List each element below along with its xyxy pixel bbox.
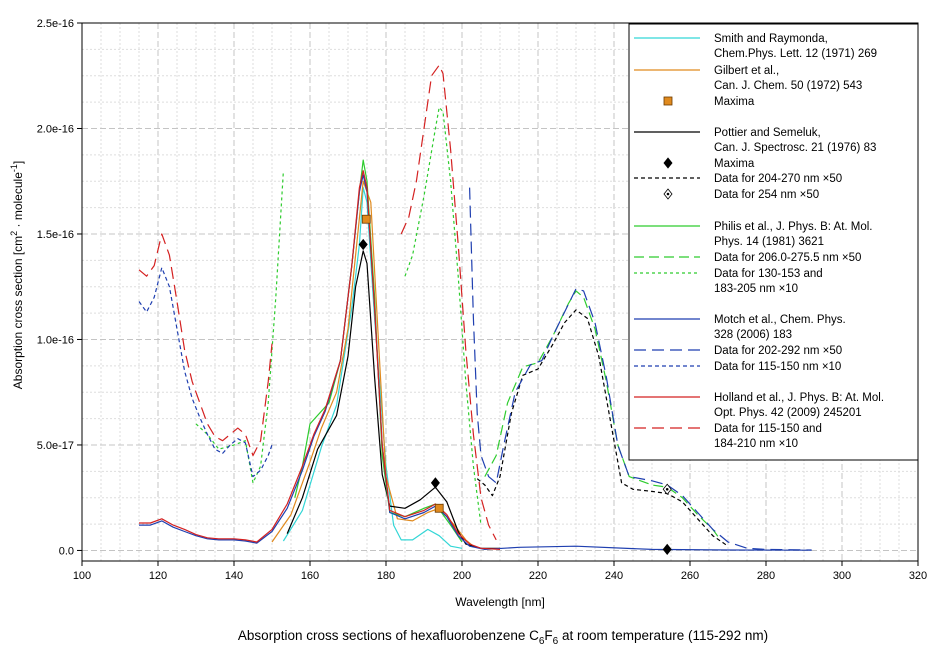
legend-item: Data for 206.0-275.5 nm ×50 xyxy=(634,252,861,264)
chart-caption: Absorption cross sections of hexafluorob… xyxy=(238,628,768,647)
marker-pottier-254-dot xyxy=(665,487,669,491)
y-axis-title-sup: 2 xyxy=(9,231,19,236)
y-axis-title: Absorption cross section [cm2 · molecule… xyxy=(9,161,25,389)
caption-part: Absorption cross sections of hexafluorob… xyxy=(238,628,539,643)
legend-label: Maxima xyxy=(714,158,755,170)
x-tick-label: 120 xyxy=(149,570,167,582)
marker-pottier-max xyxy=(662,543,672,556)
legend-label: Data for 115-150 nm ×10 xyxy=(714,361,841,373)
x-tick-label: 140 xyxy=(225,570,243,582)
legend-item: Data for 130-153 and 183-205 nm ×10 xyxy=(634,268,823,295)
caption-sub: 6 xyxy=(553,636,559,647)
marker-layer xyxy=(358,214,672,556)
legend-item: Data for 254 nm ×50 xyxy=(663,188,819,201)
y-tick-label: 2.0e-16 xyxy=(37,123,74,135)
x-tick-label: 160 xyxy=(301,570,319,582)
x-tick-label: 300 xyxy=(833,570,851,582)
series-line-holland xyxy=(139,170,501,550)
series-line-holland-184 xyxy=(400,64,497,541)
legend-label: 183-205 nm ×10 xyxy=(714,283,798,295)
x-tick-label: 100 xyxy=(73,570,91,582)
legend-label: Data for 202-292 nm ×50 xyxy=(714,345,842,357)
legend-swatch xyxy=(663,157,673,169)
y-axis: 0.0 5.0e-17 1.0e-16 1.5e-16 2.0e-16 2.5e-16 xyxy=(37,18,82,557)
legend-swatch xyxy=(663,96,673,106)
y-tick-label: 2.5e-16 xyxy=(37,18,74,30)
caption-sub: 6 xyxy=(539,636,545,647)
series-line-philis-130 xyxy=(195,170,284,484)
legend-swatch xyxy=(663,188,673,200)
y-tick-label: 1.0e-16 xyxy=(37,334,74,346)
legend-label: Can. J. Spectrosc. 21 (1976) 83 xyxy=(714,142,876,154)
y-axis-title-part: Absorption cross section [cm xyxy=(11,236,25,389)
legend-label: 328 (2006) 183 xyxy=(714,329,792,341)
legend-item: Smith and Raymonda, Chem.Phys. Lett. 12 (… xyxy=(634,33,877,60)
legend-swatch-dot xyxy=(666,192,670,196)
x-tick-label: 320 xyxy=(909,570,927,582)
legend-label: Data for 204-270 nm ×50 xyxy=(714,173,842,185)
legend-label: 184-210 nm ×10 xyxy=(714,438,798,450)
legend-label: Data for 206.0-275.5 nm ×50 xyxy=(714,252,861,264)
legend-item: Philis et al., J. Phys. B: At. Mol. Phys.… xyxy=(634,221,873,248)
legend-label: Maxima xyxy=(714,96,755,108)
y-axis-title-part: ] xyxy=(11,161,25,164)
x-tick-label: 260 xyxy=(681,570,699,582)
legend-label: Holland et al., J. Phys. B: At. Mol. xyxy=(714,392,884,404)
series-line-philis-206 xyxy=(484,290,721,541)
series-line-pottier-204 xyxy=(476,309,729,547)
caption-part: at room temperature (115-292 nm) xyxy=(558,628,768,643)
legend-label: Data for 254 nm ×50 xyxy=(714,189,819,201)
legend-item: Holland et al., J. Phys. B: At. Mol. Opt.… xyxy=(634,392,884,419)
legend-label: Data for 130-153 and xyxy=(714,268,823,280)
legend: Smith and Raymonda, Chem.Phys. Lett. 12 (… xyxy=(628,23,919,461)
x-tick-label: 240 xyxy=(605,570,623,582)
legend-label: Can. J. Chem. 50 (1972) 543 xyxy=(714,80,862,92)
marker-gilbert-max xyxy=(434,503,444,513)
legend-item: Data for 202-292 nm ×50 xyxy=(634,345,842,357)
series-line-philis xyxy=(294,159,463,543)
x-tick-label: 220 xyxy=(529,570,547,582)
series-line-philis-183 xyxy=(404,106,482,526)
marker-pottier-max xyxy=(430,477,440,489)
y-axis-title-sup: -1 xyxy=(9,164,19,172)
marker-pottier-254 xyxy=(662,483,672,495)
x-tick-label: 280 xyxy=(757,570,775,582)
legend-label: Chem.Phys. Lett. 12 (1971) 269 xyxy=(714,48,877,60)
legend-item: Maxima xyxy=(663,96,755,108)
legend-label: Motch et al., Chem. Phys. xyxy=(714,314,846,326)
series-line-pottier xyxy=(286,250,500,549)
legend-item: Maxima xyxy=(663,157,755,170)
x-tick-label: 180 xyxy=(377,570,395,582)
legend-item: Data for 115-150 nm ×10 xyxy=(634,361,841,373)
series-line-motch-202 xyxy=(469,187,812,551)
x-tick-label: 200 xyxy=(453,570,471,582)
legend-label: Data for 115-150 and xyxy=(714,423,822,435)
legend-label: Gilbert et al., xyxy=(714,65,779,77)
y-tick-label: 1.5e-16 xyxy=(37,229,74,241)
series-line-holland-115 xyxy=(138,233,273,457)
x-axis-title: Wavelength [nm] xyxy=(455,595,545,609)
marker-gilbert-max xyxy=(361,214,371,224)
legend-label: Phys. 14 (1981) 3621 xyxy=(714,236,824,248)
legend-label: Opt. Phys. 42 (2009) 245201 xyxy=(714,407,862,419)
legend-item: Data for 204-270 nm ×50 xyxy=(634,173,842,185)
legend-item: Motch et al., Chem. Phys. 328 (2006) 183 xyxy=(634,314,846,341)
series-layer xyxy=(138,64,812,551)
legend-item: Gilbert et al., Can. J. Chem. 50 (1972) 5… xyxy=(634,65,862,92)
legend-box xyxy=(628,23,919,461)
caption-part: F xyxy=(544,628,552,643)
x-axis: 100 120 140 160 180 200 220 240 260 280 300 320 xyxy=(73,561,927,582)
legend-label: Pottier and Semeluk, xyxy=(714,127,821,139)
y-tick-label: 5.0e-17 xyxy=(37,440,74,452)
y-tick-label: 0.0 xyxy=(59,545,74,557)
marker-pottier-max xyxy=(358,238,368,251)
legend-label: Smith and Raymonda, xyxy=(714,33,828,45)
legend-item: Data for 115-150 and 184-210 nm ×10 xyxy=(634,423,822,450)
y-axis-title-part: · molecule xyxy=(11,172,25,231)
legend-label: Philis et al., J. Phys. B: At. Mol. xyxy=(714,221,873,233)
series-line-motch-115 xyxy=(138,267,273,478)
legend-item: Pottier and Semeluk, Can. J. Spectrosc. 2… xyxy=(634,127,876,154)
